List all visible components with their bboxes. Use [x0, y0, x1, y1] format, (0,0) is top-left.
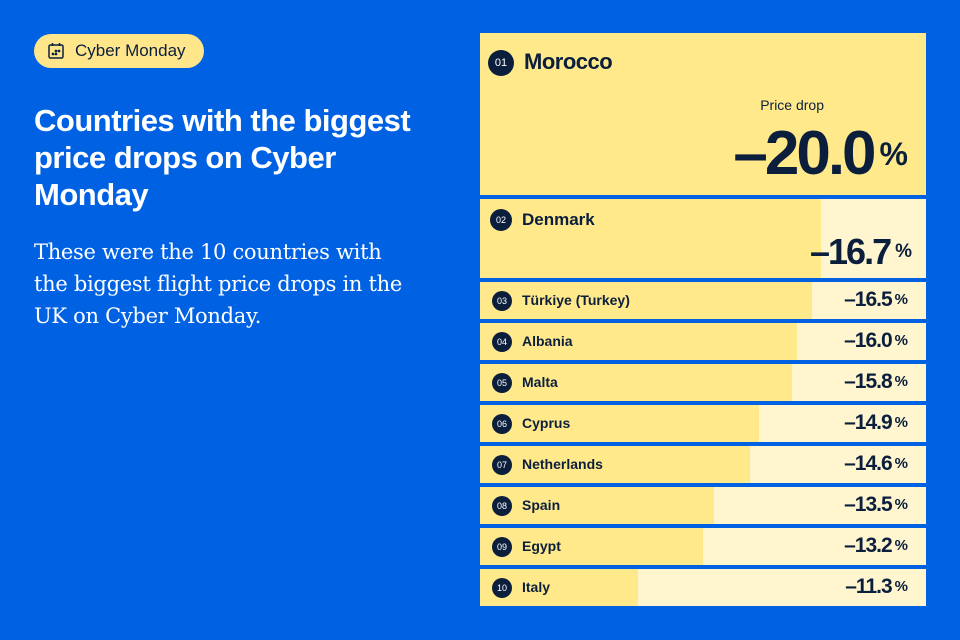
value-number: –14.9	[844, 411, 893, 434]
category-badge: Cyber Monday	[34, 34, 204, 68]
value-number: –13.5	[844, 493, 893, 516]
bar-fill	[480, 323, 797, 360]
ranking-row: 08 Spain –13.5%	[480, 487, 926, 524]
price-drop-value: –15.8%	[844, 370, 908, 394]
ranking-row: 09 Egypt –13.2%	[480, 528, 926, 565]
rank-badge: 08	[492, 496, 512, 516]
rank-badge: 06	[492, 414, 512, 434]
value-number: –20.0	[733, 119, 876, 188]
bar-fill	[480, 528, 703, 565]
badge-label: Cyber Monday	[75, 41, 186, 60]
country-name: Italy	[522, 579, 551, 595]
price-drop-value: –11.3%	[845, 575, 908, 599]
percent-unit: %	[879, 136, 908, 172]
bar-fill	[480, 33, 926, 195]
percent-unit: %	[895, 241, 912, 262]
ranking-row: 04 Albania –16.0%	[480, 323, 926, 360]
country-name: Albania	[522, 333, 573, 349]
country-name: Spain	[522, 497, 561, 513]
value-number: –13.2	[844, 534, 893, 557]
percent-unit: %	[894, 332, 908, 349]
country-name: Cyprus	[522, 415, 571, 431]
ranking-chart: 01 Morocco Price drop –20.0% 02 Denmark …	[480, 33, 926, 610]
rank-badge: 07	[492, 455, 512, 475]
bar-fill	[480, 446, 750, 483]
price-drop-value: –16.5%	[844, 288, 908, 312]
ranking-row: 10 Italy –11.3%	[480, 569, 926, 606]
country-name: Denmark	[522, 210, 595, 229]
price-drop-value: –13.2%	[844, 534, 908, 558]
ranking-row: 03 Türkiye (Turkey) –16.5%	[480, 282, 926, 319]
calendar-icon	[48, 43, 64, 59]
country-name: Türkiye (Turkey)	[522, 292, 630, 308]
rank-badge: 10	[492, 578, 512, 598]
percent-unit: %	[894, 414, 908, 431]
percent-unit: %	[894, 496, 908, 513]
ranking-row: 06 Cyprus –14.9%	[480, 405, 926, 442]
percent-unit: %	[894, 291, 908, 308]
rank-badge: 03	[492, 291, 512, 311]
ranking-row: 01 Morocco Price drop –20.0%	[480, 33, 926, 195]
bar-fill	[480, 199, 822, 278]
value-number: –16.7	[810, 231, 892, 272]
price-drop-value: –14.9%	[844, 411, 908, 435]
value-number: –14.6	[844, 452, 893, 475]
percent-unit: %	[894, 537, 908, 554]
ranking-row: 05 Malta –15.8%	[480, 364, 926, 401]
value-number: –11.3	[845, 575, 892, 598]
percent-unit: %	[894, 578, 908, 595]
bar-fill	[480, 487, 715, 524]
price-drop-label: Price drop	[760, 97, 824, 113]
rank-badge: 05	[492, 373, 512, 393]
price-drop-value: –16.0%	[844, 329, 908, 353]
country-name: Egypt	[522, 538, 561, 554]
value-number: –15.8	[844, 370, 893, 393]
bar-fill	[480, 405, 759, 442]
rank-badge: 02	[490, 209, 512, 231]
percent-unit: %	[894, 373, 908, 390]
value-number: –16.0	[844, 329, 893, 352]
percent-unit: %	[894, 455, 908, 472]
description: These were the 10 countries with the big…	[34, 240, 403, 328]
price-drop-value: –13.5%	[844, 493, 908, 517]
ranking-row: 02 Denmark –16.7%	[480, 199, 926, 278]
rank-badge: 04	[492, 332, 512, 352]
value-number: –16.5	[844, 288, 893, 311]
ranking-row: 07 Netherlands –14.6%	[480, 446, 926, 483]
rank-badge: 09	[492, 537, 512, 557]
country-name: Malta	[522, 374, 558, 390]
bar-fill	[480, 364, 793, 401]
page-title: Countries with the biggest price drops o…	[34, 103, 411, 212]
country-name: Netherlands	[522, 456, 603, 472]
bar-fill	[480, 282, 813, 319]
price-drop-value: –16.7%	[810, 232, 912, 272]
price-drop-value: –20.0%	[733, 123, 908, 185]
country-name: Morocco	[524, 49, 613, 74]
rank-badge: 01	[488, 50, 514, 76]
price-drop-value: –14.6%	[844, 452, 908, 476]
